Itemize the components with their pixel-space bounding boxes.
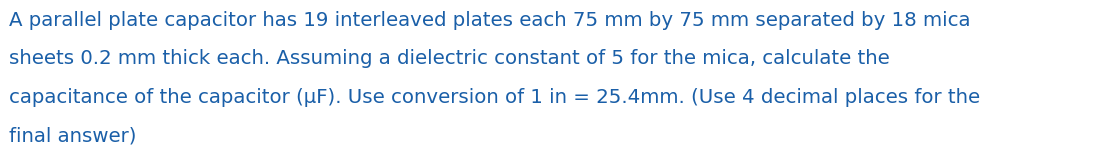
Text: capacitance of the capacitor (μF). Use conversion of 1 in = 25.4mm. (Use 4 decim: capacitance of the capacitor (μF). Use c… xyxy=(9,88,980,107)
Text: sheets 0.2 mm thick each. Assuming a dielectric constant of 5 for the mica, calc: sheets 0.2 mm thick each. Assuming a die… xyxy=(9,49,890,68)
Text: A parallel plate capacitor has 19 interleaved plates each 75 mm by 75 mm separat: A parallel plate capacitor has 19 interl… xyxy=(9,11,970,30)
Text: final answer): final answer) xyxy=(9,126,137,145)
